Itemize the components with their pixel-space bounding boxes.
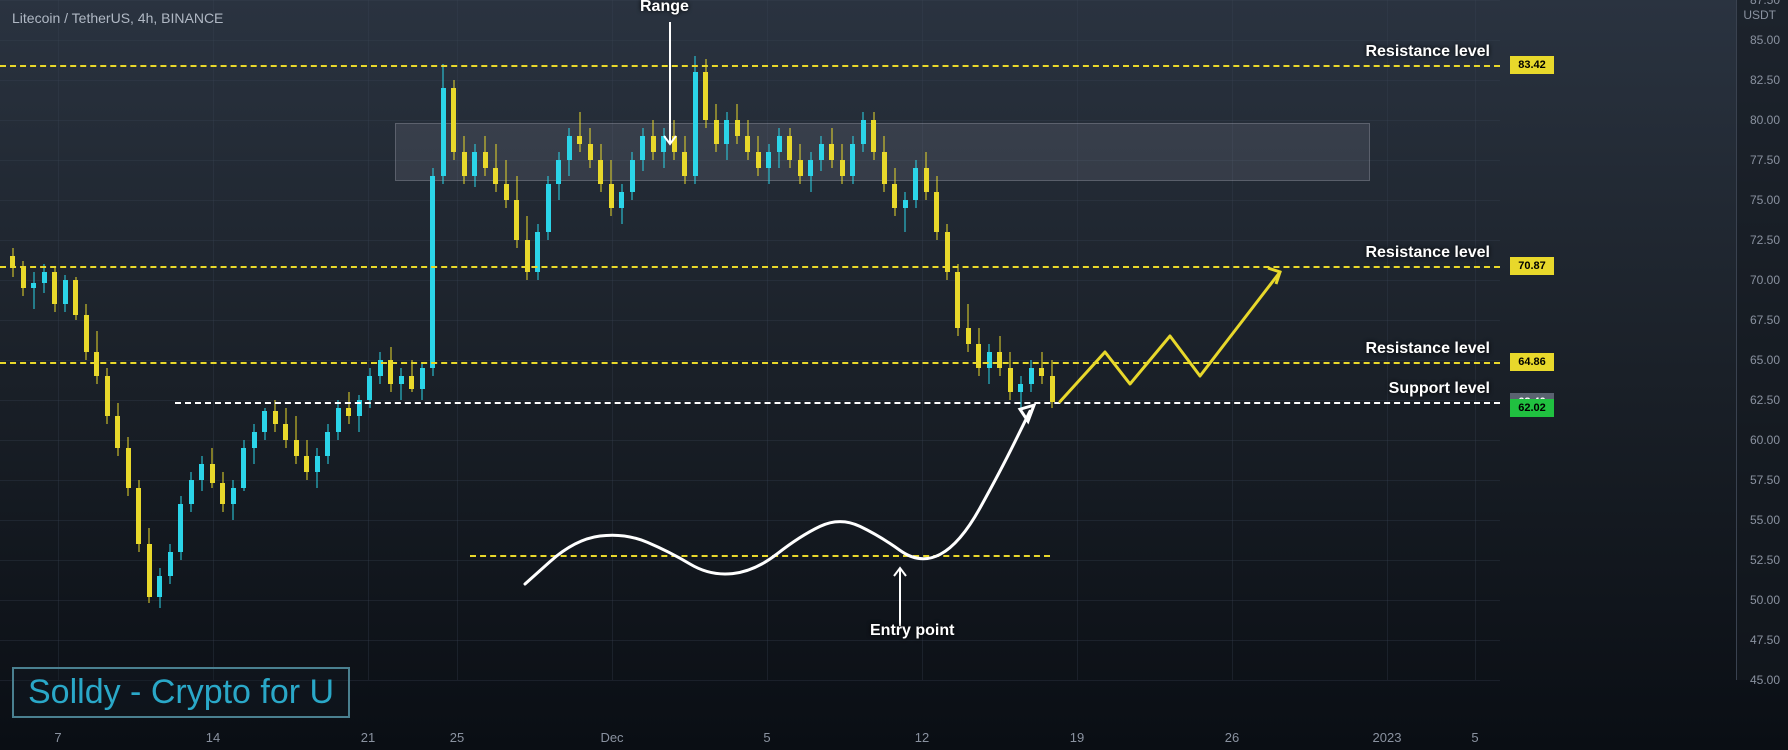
price-tick: 77.50 — [1750, 153, 1780, 167]
watermark: Solldy - Crypto for U — [12, 667, 350, 718]
price-tick: 45.00 — [1750, 673, 1780, 687]
time-tick: 2023 — [1373, 730, 1402, 745]
gridline-v — [368, 0, 369, 680]
time-tick: Dec — [600, 730, 623, 745]
chart-area[interactable]: Resistance level83.42Resistance level70.… — [0, 0, 1500, 680]
time-tick: 19 — [1070, 730, 1084, 745]
time-tick: 5 — [1471, 730, 1478, 745]
gridline-h — [0, 560, 1500, 561]
gridline-v — [1232, 0, 1233, 680]
level-line — [0, 266, 1500, 268]
gridline-h — [0, 440, 1500, 441]
gridline-h — [0, 320, 1500, 321]
price-tick: 70.00 — [1750, 273, 1780, 287]
price-axis: USDT 45.0047.5050.0052.5055.0057.5060.00… — [1736, 0, 1788, 680]
level-line — [175, 402, 1500, 404]
gridline-h — [0, 640, 1500, 641]
time-tick: 12 — [915, 730, 929, 745]
gridline-v — [922, 0, 923, 680]
overlay-svg — [0, 0, 1500, 680]
price-tick: 72.50 — [1750, 233, 1780, 247]
time-tick: 5 — [763, 730, 770, 745]
price-tick: 75.00 — [1750, 193, 1780, 207]
level-line — [0, 65, 1500, 67]
gridline-v — [457, 0, 458, 680]
price-tick: 62.50 — [1750, 393, 1780, 407]
price-tag: 70.87 — [1510, 257, 1554, 275]
price-tick: 60.00 — [1750, 433, 1780, 447]
gridline-v — [1077, 0, 1078, 680]
time-tick: 25 — [450, 730, 464, 745]
level-label: Resistance level — [1365, 340, 1490, 358]
gridline-v — [767, 0, 768, 680]
time-tick: 26 — [1225, 730, 1239, 745]
gridline-h — [0, 200, 1500, 201]
gridline-h — [0, 120, 1500, 121]
price-tick: 57.50 — [1750, 473, 1780, 487]
price-tick: 67.50 — [1750, 313, 1780, 327]
gridline-h — [0, 80, 1500, 81]
level-label: Resistance level — [1365, 43, 1490, 61]
price-tick: 85.00 — [1750, 33, 1780, 47]
price-tick: 65.00 — [1750, 353, 1780, 367]
price-tick: 52.50 — [1750, 553, 1780, 567]
price-tick: 80.00 — [1750, 113, 1780, 127]
short-dashed — [470, 555, 1050, 557]
gridline-h — [0, 280, 1500, 281]
price-tick: 87.50 — [1750, 0, 1780, 7]
gridline-v — [58, 0, 59, 680]
price-tag: 62.02 — [1510, 399, 1554, 417]
price-tag: 83.42 — [1510, 56, 1554, 74]
gridline-v — [612, 0, 613, 680]
gridline-h — [0, 40, 1500, 41]
time-tick: 21 — [361, 730, 375, 745]
price-tick: 50.00 — [1750, 593, 1780, 607]
gridline-h — [0, 360, 1500, 361]
price-tick: 55.00 — [1750, 513, 1780, 527]
annotation: Entry point — [870, 622, 954, 640]
level-label: Support level — [1389, 380, 1490, 398]
gridline-h — [0, 600, 1500, 601]
gridline-h — [0, 0, 1500, 1]
level-line — [0, 362, 1500, 364]
level-label: Resistance level — [1365, 244, 1490, 262]
symbol-label: Litecoin / TetherUS, 4h, BINANCE — [12, 10, 223, 26]
price-tick: 47.50 — [1750, 633, 1780, 647]
time-axis: 7 14 21 25 Dec 5 12 19 26 2023 5 — [0, 724, 1500, 750]
annotation: Range — [640, 0, 689, 16]
time-tick: 7 — [54, 730, 61, 745]
time-tick: 14 — [206, 730, 220, 745]
gridline-v — [213, 0, 214, 680]
price-tick: 82.50 — [1750, 73, 1780, 87]
gridline-h — [0, 480, 1500, 481]
gridline-h — [0, 520, 1500, 521]
gridline-h — [0, 240, 1500, 241]
price-tag: 64.86 — [1510, 353, 1554, 371]
axis-title: USDT — [1743, 8, 1776, 22]
